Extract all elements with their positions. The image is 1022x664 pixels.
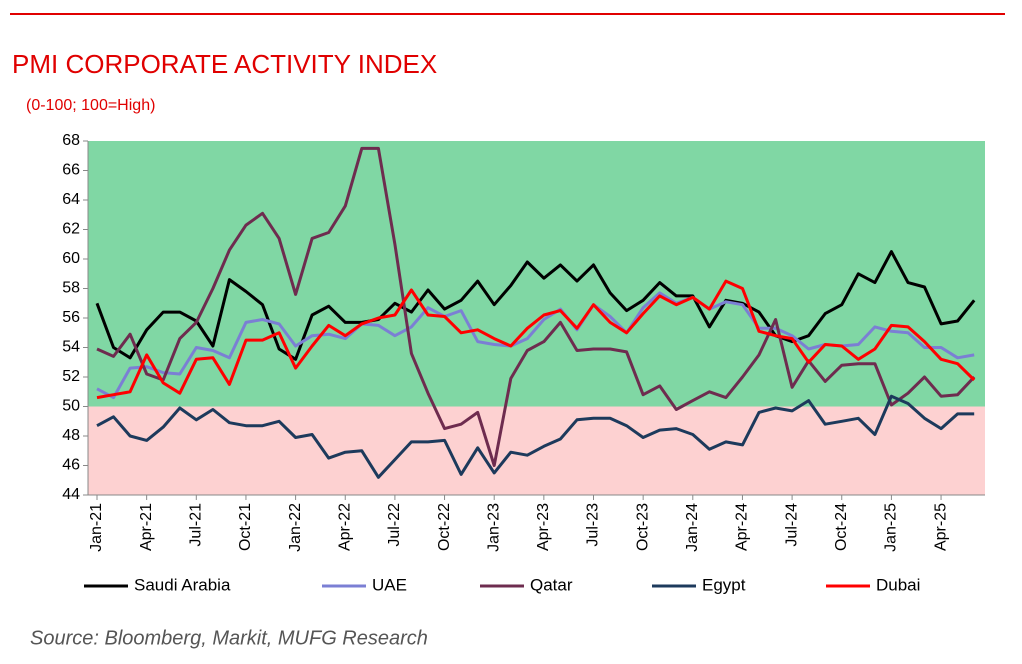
y-tick-label: 60 bbox=[62, 250, 80, 267]
legend-label: Saudi Arabia bbox=[134, 575, 231, 594]
y-tick-label: 54 bbox=[62, 339, 80, 356]
y-tick-label: 48 bbox=[62, 427, 80, 444]
y-tick-label: 68 bbox=[62, 132, 80, 149]
series-line bbox=[96, 279, 976, 400]
y-tick-label: 62 bbox=[62, 221, 80, 238]
x-tick-label: Jan-22 bbox=[287, 503, 304, 552]
chart-subtitle: (0-100; 100=High) bbox=[26, 97, 155, 114]
legend-label: Egypt bbox=[702, 575, 746, 594]
legend-label: Qatar bbox=[530, 575, 573, 594]
y-tick-label: 50 bbox=[62, 398, 80, 415]
series-line bbox=[96, 394, 975, 479]
chart-title: PMI CORPORATE ACTIVITY INDEX bbox=[12, 49, 437, 79]
legend-label: Dubai bbox=[876, 575, 920, 594]
series-line bbox=[95, 250, 976, 361]
y-tick-label: 44 bbox=[62, 486, 80, 503]
x-tick-label: Jan-21 bbox=[88, 503, 105, 552]
x-tick-label: Jul-23 bbox=[585, 503, 602, 547]
x-tick-label: Apr-25 bbox=[932, 503, 949, 551]
legend-label: UAE bbox=[372, 575, 407, 594]
x-tick-label: Jul-22 bbox=[386, 503, 403, 547]
x-tick-label: Jul-24 bbox=[783, 503, 800, 547]
x-tick-label: Jan-24 bbox=[684, 503, 701, 552]
x-tick-label: Apr-21 bbox=[138, 503, 155, 551]
y-tick-label: 56 bbox=[62, 309, 80, 326]
above-band bbox=[88, 141, 985, 407]
x-tick-label: Jul-21 bbox=[188, 503, 205, 547]
x-tick-label: Apr-24 bbox=[734, 503, 751, 551]
x-tick-label: Jan-23 bbox=[485, 503, 502, 552]
y-tick-label: 46 bbox=[62, 457, 80, 474]
y-tick-label: 58 bbox=[62, 280, 80, 297]
source-note: Source: Bloomberg, Markit, MUFG Research bbox=[30, 627, 428, 649]
x-tick-label: Apr-22 bbox=[336, 503, 353, 551]
x-tick-label: Jan-25 bbox=[883, 503, 900, 552]
x-tick-label: Oct-24 bbox=[833, 503, 850, 551]
y-tick-label: 66 bbox=[62, 162, 80, 179]
y-tick-label: 52 bbox=[62, 368, 80, 385]
x-tick-label: Oct-21 bbox=[237, 503, 254, 551]
x-tick-label: Oct-22 bbox=[436, 503, 453, 551]
y-tick-label: 64 bbox=[62, 191, 80, 208]
series-line bbox=[96, 146, 976, 467]
x-tick-label: Oct-23 bbox=[634, 503, 651, 551]
x-tick-label: Apr-23 bbox=[535, 503, 552, 551]
